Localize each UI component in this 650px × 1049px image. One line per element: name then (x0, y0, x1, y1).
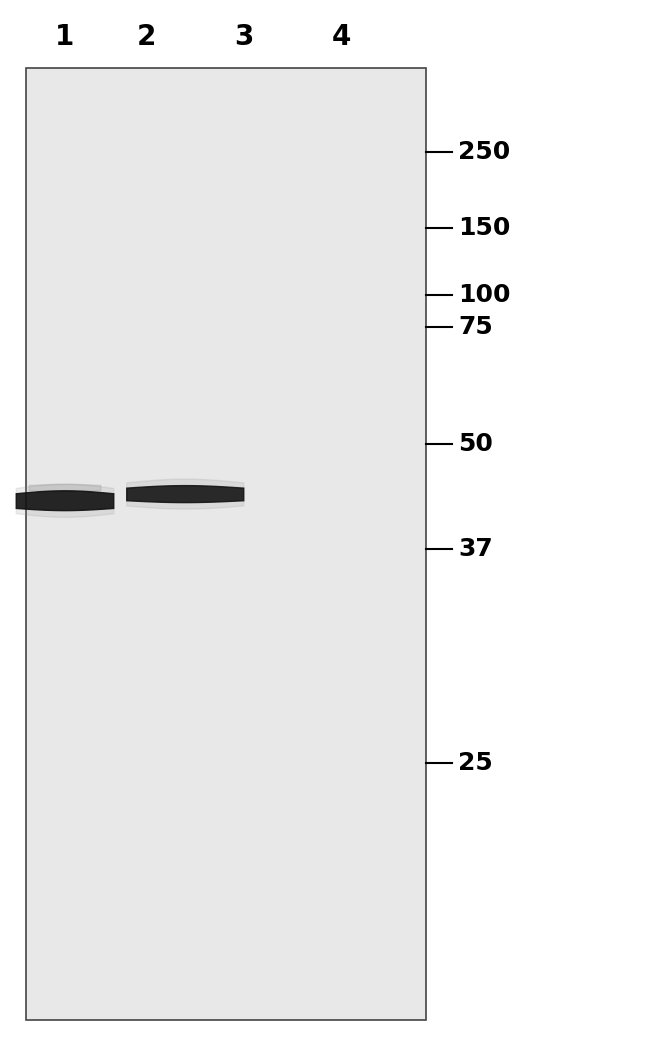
Text: 75: 75 (458, 315, 493, 339)
Polygon shape (16, 484, 114, 517)
Polygon shape (16, 491, 114, 511)
Text: 50: 50 (458, 432, 493, 456)
Text: 25: 25 (458, 751, 493, 775)
Polygon shape (29, 485, 101, 491)
Bar (26, 68, 426, 1020)
Text: 150: 150 (458, 216, 511, 240)
Polygon shape (127, 479, 244, 509)
Text: 4: 4 (332, 23, 351, 50)
Text: 2: 2 (136, 23, 156, 50)
Text: 1: 1 (55, 23, 75, 50)
Text: 100: 100 (458, 282, 511, 306)
Text: 3: 3 (234, 23, 254, 50)
Text: 250: 250 (458, 140, 510, 164)
Polygon shape (127, 486, 244, 502)
Text: 37: 37 (458, 537, 493, 560)
